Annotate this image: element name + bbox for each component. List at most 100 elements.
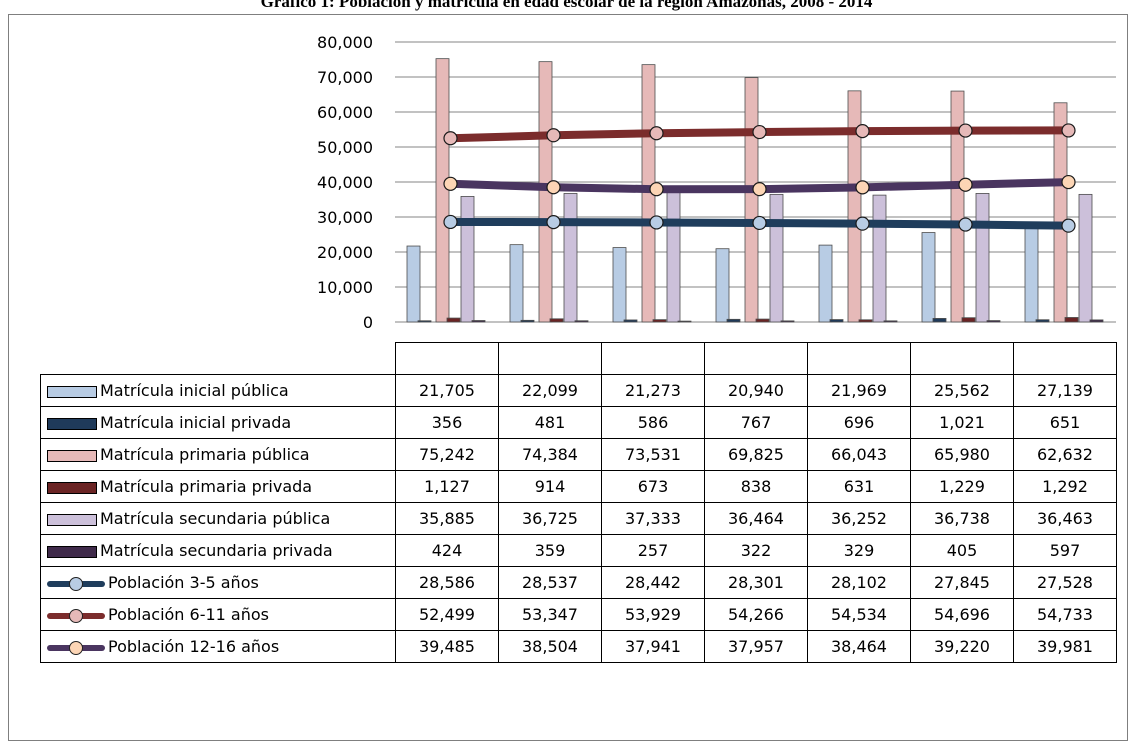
column-header-year xyxy=(498,342,602,375)
legend-line-marker xyxy=(47,608,105,624)
table-cell-value: 36,725 xyxy=(498,502,602,535)
table-cell-value: 66,043 xyxy=(807,438,911,471)
series-name: Matrícula primaria pública xyxy=(100,445,310,464)
table-cell-value: 586 xyxy=(601,406,705,439)
bar-matr-cula-secundaria-privada xyxy=(1089,319,1104,323)
bar-matr-cula-inicial-p-blica xyxy=(715,248,730,323)
point-marker xyxy=(443,214,458,230)
point-marker xyxy=(1061,123,1076,138)
bar-matr-cula-secundaria-privada xyxy=(883,320,898,323)
table-cell-value: 1,021 xyxy=(910,406,1014,439)
bar-matr-cula-primaria-privada xyxy=(755,318,770,323)
bar-matr-cula-primaria-p-blica xyxy=(950,90,965,323)
series-name: Matrícula primaria privada xyxy=(100,477,313,496)
table-row: Población 6-11 años 52,499 53,347 53,929 54,… xyxy=(40,598,1117,631)
legend-swatch xyxy=(47,545,97,558)
point-marker xyxy=(546,128,561,143)
point-marker xyxy=(546,215,561,230)
table-cell-value: 53,929 xyxy=(601,598,705,631)
legend-label: Población 12-16 años xyxy=(40,630,396,663)
table-cell-value: 54,696 xyxy=(910,598,1014,631)
table-cell-value: 27,139 xyxy=(1013,374,1117,407)
legend-swatch xyxy=(47,385,97,398)
bar-matr-cula-secundaria-p-blica xyxy=(1078,193,1093,323)
table-cell-value: 651 xyxy=(1013,406,1117,439)
table-row: Matrícula primaria pública 75,242 74,384 73… xyxy=(40,438,1117,471)
series-name: Matrícula secundaria pública xyxy=(100,509,331,528)
legend-label: Matrícula primaria pública xyxy=(40,438,396,471)
table-cell-value: 36,463 xyxy=(1013,502,1117,535)
bar-matr-cula-secundaria-p-blica xyxy=(769,193,784,323)
bar-matr-cula-inicial-p-blica xyxy=(509,244,524,323)
bar-matr-cula-inicial-privada xyxy=(417,320,432,323)
y-tick-label: 10,000 xyxy=(317,278,373,297)
chart-plot: 80,000 70,000 60,000 50,000 40,000 30,000 20,0… xyxy=(317,33,1116,332)
legend-label: Matrícula secundaria pública xyxy=(40,502,396,535)
bar-matr-cula-secundaria-privada xyxy=(677,320,692,323)
column-header-year xyxy=(601,342,705,375)
bar-matr-cula-inicial-privada xyxy=(932,318,947,323)
table-cell-value: 27,845 xyxy=(910,566,1014,599)
point-marker xyxy=(546,180,561,195)
bar-matr-cula-inicial-p-blica xyxy=(406,245,421,323)
y-tick-label: 0 xyxy=(363,313,373,332)
table-cell-value: 20,940 xyxy=(704,374,808,407)
table-cell-value: 65,980 xyxy=(910,438,1014,471)
table-row: Matrícula inicial pública 21,705 22,099 21,… xyxy=(40,374,1117,407)
legend-swatch xyxy=(47,417,97,430)
table-cell-value: 597 xyxy=(1013,534,1117,567)
point-marker xyxy=(958,123,973,138)
bar-matr-cula-primaria-privada xyxy=(446,317,461,323)
column-header-year xyxy=(1013,342,1117,375)
table-cell-value: 356 xyxy=(395,406,499,439)
table-cell-value: 673 xyxy=(601,470,705,503)
bar-matr-cula-inicial-p-blica xyxy=(1024,226,1039,323)
point-marker xyxy=(855,180,870,195)
bar-matr-cula-primaria-privada xyxy=(858,319,873,323)
table-cell-value: 767 xyxy=(704,406,808,439)
table-cell-value: 424 xyxy=(395,534,499,567)
table-cell-value: 35,885 xyxy=(395,502,499,535)
table-cell-value: 37,941 xyxy=(601,630,705,663)
bar-matr-cula-primaria-privada xyxy=(1064,317,1079,323)
legend-marker xyxy=(69,576,83,591)
bar-matr-cula-inicial-privada xyxy=(726,318,741,323)
table-cell-value: 36,252 xyxy=(807,502,911,535)
table-cell-value: 36,738 xyxy=(910,502,1014,535)
y-tick-label: 40,000 xyxy=(317,173,373,192)
legend-swatch xyxy=(47,513,97,526)
table-cell-value: 28,442 xyxy=(601,566,705,599)
table-cell-value: 53,347 xyxy=(498,598,602,631)
legend-label: Población 3-5 años xyxy=(40,566,396,599)
table-corner xyxy=(40,342,396,375)
column-header-year xyxy=(910,342,1014,375)
table-cell-value: 54,534 xyxy=(807,598,911,631)
table-cell-value: 54,733 xyxy=(1013,598,1117,631)
table-cell-value: 62,632 xyxy=(1013,438,1117,471)
table-cell-value: 257 xyxy=(601,534,705,567)
point-marker xyxy=(855,124,870,139)
point-marker xyxy=(752,124,767,140)
table-cell-value: 74,384 xyxy=(498,438,602,471)
table-cell-value: 27,528 xyxy=(1013,566,1117,599)
table-cell-value: 22,099 xyxy=(498,374,602,407)
table-cell-value: 1,229 xyxy=(910,470,1014,503)
bar-matr-cula-secundaria-privada xyxy=(574,320,589,323)
table-cell-value: 21,273 xyxy=(601,374,705,407)
chart-title: Gráfico 1: Población y matrícula en edad… xyxy=(260,0,873,11)
table-cell-value: 36,464 xyxy=(704,502,808,535)
bar-matr-cula-primaria-privada xyxy=(961,317,976,323)
table-cell-value: 21,969 xyxy=(807,374,911,407)
legend-label: Matrícula secundaria privada xyxy=(40,534,396,567)
legend-label: Matrícula inicial privada xyxy=(40,406,396,439)
table-cell-value: 25,562 xyxy=(910,374,1014,407)
y-tick-label: 50,000 xyxy=(317,138,373,157)
point-marker xyxy=(1061,218,1076,233)
bar-matr-cula-inicial-p-blica xyxy=(921,232,936,323)
bar-matr-cula-inicial-p-blica xyxy=(818,244,833,323)
point-marker xyxy=(958,177,973,192)
table-cell-value: 52,499 xyxy=(395,598,499,631)
bar-matr-cula-primaria-p-blica xyxy=(435,58,450,323)
point-marker xyxy=(752,182,767,197)
column-header-year xyxy=(704,342,808,375)
